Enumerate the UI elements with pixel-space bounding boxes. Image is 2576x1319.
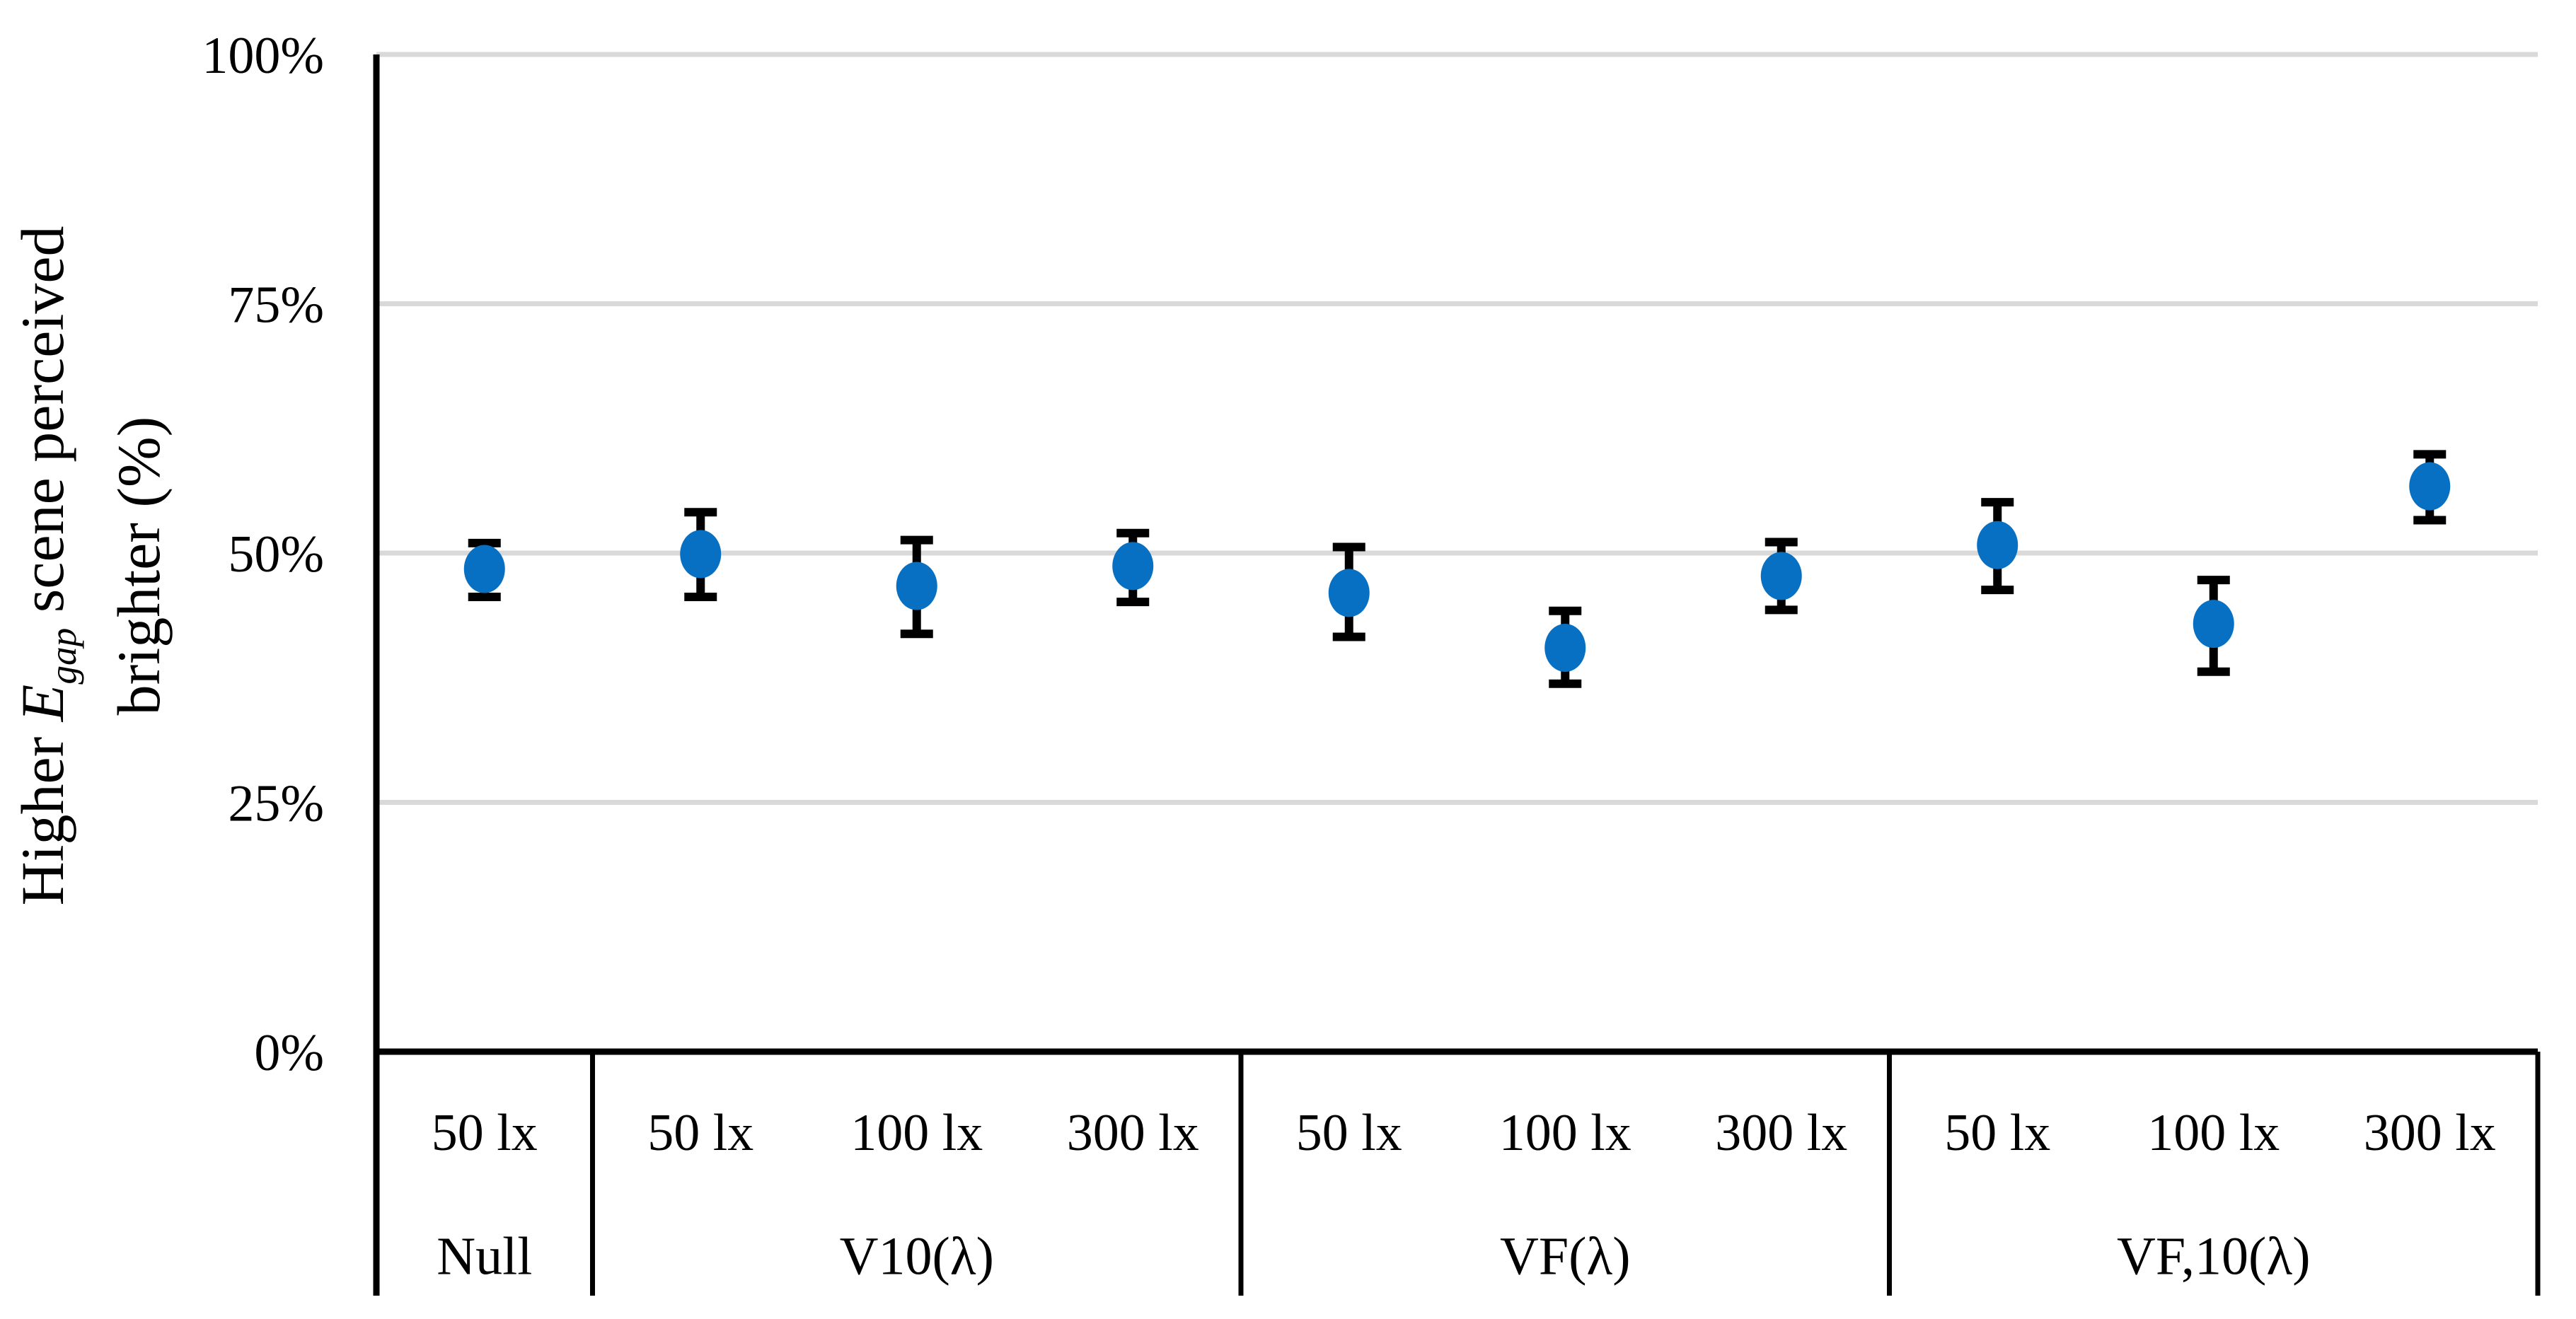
data-point [896, 562, 937, 610]
x-condition-label: 300 lx [2364, 1104, 2496, 1162]
y-tick-label: 100% [202, 27, 324, 85]
data-point [1977, 521, 2018, 569]
x-group-label: V10(λ) [840, 1227, 994, 1286]
x-group-label: VF(λ) [1500, 1227, 1631, 1286]
x-condition-label: 50 lx [432, 1104, 538, 1162]
data-point [1760, 552, 1802, 600]
x-group-label: Null [437, 1227, 532, 1286]
x-condition-label: 100 lx [850, 1104, 983, 1162]
data-point [680, 530, 722, 579]
y-tick-label: 75% [228, 276, 324, 334]
data-point [2193, 600, 2234, 649]
x-condition-label: 300 lx [1067, 1104, 1199, 1162]
y-tick-label: 25% [228, 774, 324, 832]
x-condition-label: 50 lx [647, 1104, 753, 1162]
data-point [1544, 623, 1586, 672]
x-group-label: VF,10(λ) [2117, 1227, 2311, 1286]
x-condition-label: 50 lx [1944, 1104, 2050, 1162]
data-point [1328, 569, 1370, 617]
x-condition-label: 100 lx [1499, 1104, 1631, 1162]
data-point [463, 545, 505, 593]
x-condition-label: 100 lx [2147, 1104, 2280, 1162]
y-tick-label: 50% [228, 525, 324, 583]
data-point [1112, 542, 1154, 591]
y-tick-label: 0% [254, 1024, 324, 1082]
x-condition-label: 300 lx [1715, 1104, 1847, 1162]
data-point [2409, 462, 2451, 511]
x-condition-label: 50 lx [1296, 1104, 1402, 1162]
